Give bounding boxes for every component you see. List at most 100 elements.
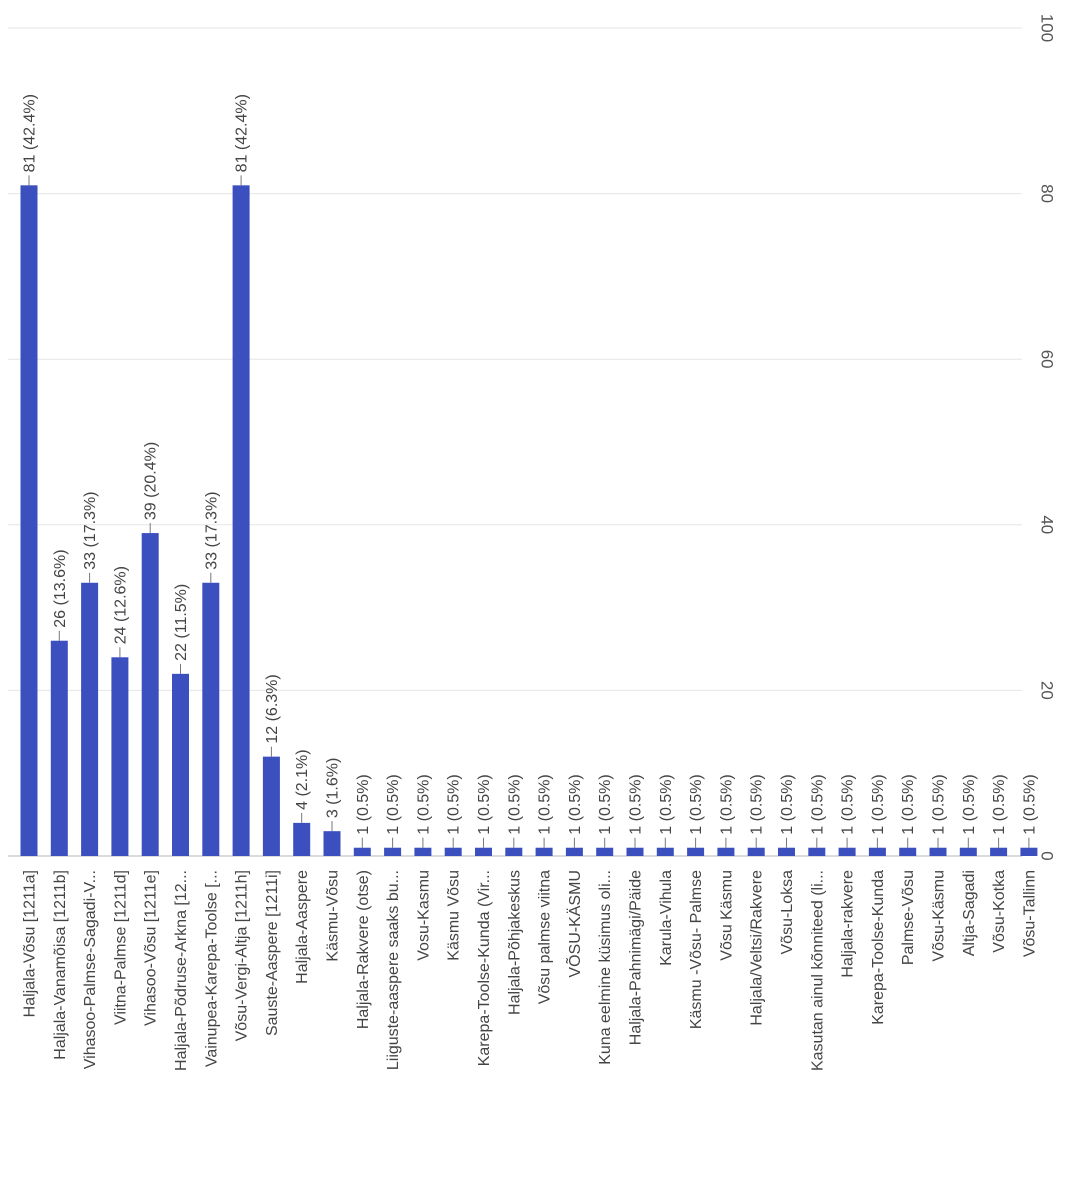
- category-label: Kasutan ainul kõnniteed (li...: [809, 870, 826, 1071]
- category-label: Võsu-Vergi-Altja [1211h]: [234, 870, 251, 1041]
- data-label: 1 (0.5%): [840, 774, 857, 834]
- data-label: 1 (0.5%): [961, 774, 978, 834]
- category-label: Kuna eelmine küsimus oli...: [597, 870, 614, 1065]
- data-label: 3 (1.6%): [325, 758, 342, 818]
- data-label: 1 (0.5%): [476, 774, 493, 834]
- bar: [899, 847, 917, 856]
- bar: [1020, 847, 1038, 856]
- data-label: 1 (0.5%): [688, 774, 705, 834]
- data-label: 1 (0.5%): [931, 774, 948, 834]
- bar: [111, 657, 129, 856]
- bar: [565, 847, 583, 856]
- bar: [626, 847, 644, 856]
- bar: [50, 640, 68, 856]
- bar: [990, 847, 1008, 856]
- category-label: Võsu-Kotka: [991, 870, 1008, 953]
- bar: [293, 822, 311, 856]
- bar: [535, 847, 553, 856]
- bar: [172, 673, 189, 856]
- data-label: 39 (20.4%): [143, 442, 160, 520]
- category-label: Palmse-Võsu: [900, 870, 917, 965]
- data-label: 1 (0.5%): [1021, 774, 1038, 834]
- data-label: 4 (2.1%): [294, 749, 311, 809]
- data-label: 81 (42.4%): [234, 94, 251, 172]
- category-label: Altja-Sagadi: [961, 870, 978, 956]
- bar: [838, 847, 856, 856]
- data-label: 1 (0.5%): [537, 774, 554, 834]
- bar: [687, 847, 705, 856]
- category-label: Haljala-Pahnimägi/Päide: [628, 870, 645, 1045]
- category-label: Haljala-Vanamõisa [1211b]: [52, 870, 69, 1060]
- category-label: Haljala-Põdruse-Arkna [12...: [173, 870, 190, 1071]
- bar: [808, 847, 826, 856]
- category-label: Võsu-Käsmu: [931, 870, 948, 962]
- data-label: 1 (0.5%): [415, 774, 432, 834]
- bar: [202, 582, 220, 856]
- data-label: 1 (0.5%): [385, 774, 402, 834]
- bar: [323, 831, 341, 856]
- data-label: 12 (6.3%): [264, 674, 281, 743]
- category-label: Käsmu-Võsu: [325, 870, 342, 962]
- data-label: 1 (0.5%): [809, 774, 826, 834]
- bars: [20, 185, 1038, 856]
- category-label: Liiguste-aaspere saaks bu...: [385, 870, 402, 1070]
- category-label: Haljala-Põhjakeskus: [506, 870, 523, 1015]
- bar: [141, 533, 159, 856]
- category-label: Võsu Käsmu: [718, 870, 735, 961]
- category-label: Sauste-Aaspere [1211i]: [264, 870, 281, 1036]
- grid-lines: [8, 27, 1022, 857]
- category-labels: Haljala-Võsu [1211a] Haljala-Vanamõisa [1…: [22, 870, 1039, 1071]
- category-label: Karepa-Toolse-Kunda: [870, 870, 887, 1025]
- category-label: Haljala/Veltsi/Rakvere: [749, 870, 766, 1026]
- bar: [444, 847, 462, 856]
- data-label: 1 (0.5%): [506, 774, 523, 834]
- category-label: Karepa-Toolse-Kunda (Vir...: [476, 870, 493, 1066]
- data-labels: 81 (42.4%) 26 (13.6%) 33 (17.3%) 24 (12.6%)…: [22, 94, 1038, 848]
- bar: [778, 847, 795, 856]
- data-label: 81 (42.4%): [22, 94, 39, 172]
- bar: [959, 847, 977, 856]
- bar: [929, 847, 947, 856]
- data-label: 33 (17.3%): [82, 491, 99, 569]
- bar: [81, 582, 99, 856]
- category-label: Käsmu Võsu: [446, 870, 463, 961]
- value-axis-ticks: 0 20 40 60 80 100: [1038, 14, 1057, 861]
- data-label: 1 (0.5%): [991, 774, 1008, 834]
- data-label: 1 (0.5%): [718, 774, 735, 834]
- category-label: Vosu-Kasmu: [415, 870, 432, 961]
- data-label: 1 (0.5%): [870, 774, 887, 834]
- data-label: 1 (0.5%): [597, 774, 614, 834]
- bar: [747, 847, 765, 856]
- data-label: 33 (17.3%): [203, 491, 220, 569]
- axis-tick-label: 20: [1038, 681, 1057, 700]
- axis-tick-label: 80: [1038, 184, 1057, 203]
- category-label: Haljala-Rakvere (otse): [355, 870, 372, 1029]
- data-label: 1 (0.5%): [658, 774, 675, 834]
- bar: [475, 847, 492, 856]
- category-label: Võsu-Tallinn: [1021, 870, 1038, 957]
- bar: [262, 756, 280, 856]
- data-label: 22 (11.5%): [173, 584, 190, 661]
- bar: [656, 847, 674, 856]
- bar: [20, 185, 38, 856]
- category-label: Haljala-Võsu [1211a]: [22, 870, 39, 1017]
- data-label: 24 (12.6%): [112, 566, 129, 644]
- category-label: Võsu palmse viitna: [537, 870, 554, 1004]
- category-label: Haljala-rakvere: [840, 870, 857, 978]
- data-label: 1 (0.5%): [567, 774, 584, 834]
- data-label: 1 (0.5%): [446, 774, 463, 834]
- category-label: Võsu-Loksa: [779, 870, 796, 955]
- axis-tick-label: 60: [1038, 350, 1057, 369]
- category-label: Käsmu -Võsu- Palmse: [688, 870, 705, 1029]
- bar: [353, 847, 371, 856]
- data-label: 1 (0.5%): [355, 774, 372, 834]
- category-label: Haljala-Aaspere: [294, 870, 311, 984]
- bar: [232, 185, 250, 856]
- bar: [596, 847, 614, 856]
- category-label: Vihasoo-Võsu [1211e]: [143, 870, 160, 1026]
- data-label: 1 (0.5%): [628, 774, 645, 834]
- axis-tick-label: 40: [1038, 515, 1057, 534]
- bar: [505, 847, 523, 856]
- category-label: Vihasoo-Palmse-Sagadi-V...: [82, 870, 99, 1069]
